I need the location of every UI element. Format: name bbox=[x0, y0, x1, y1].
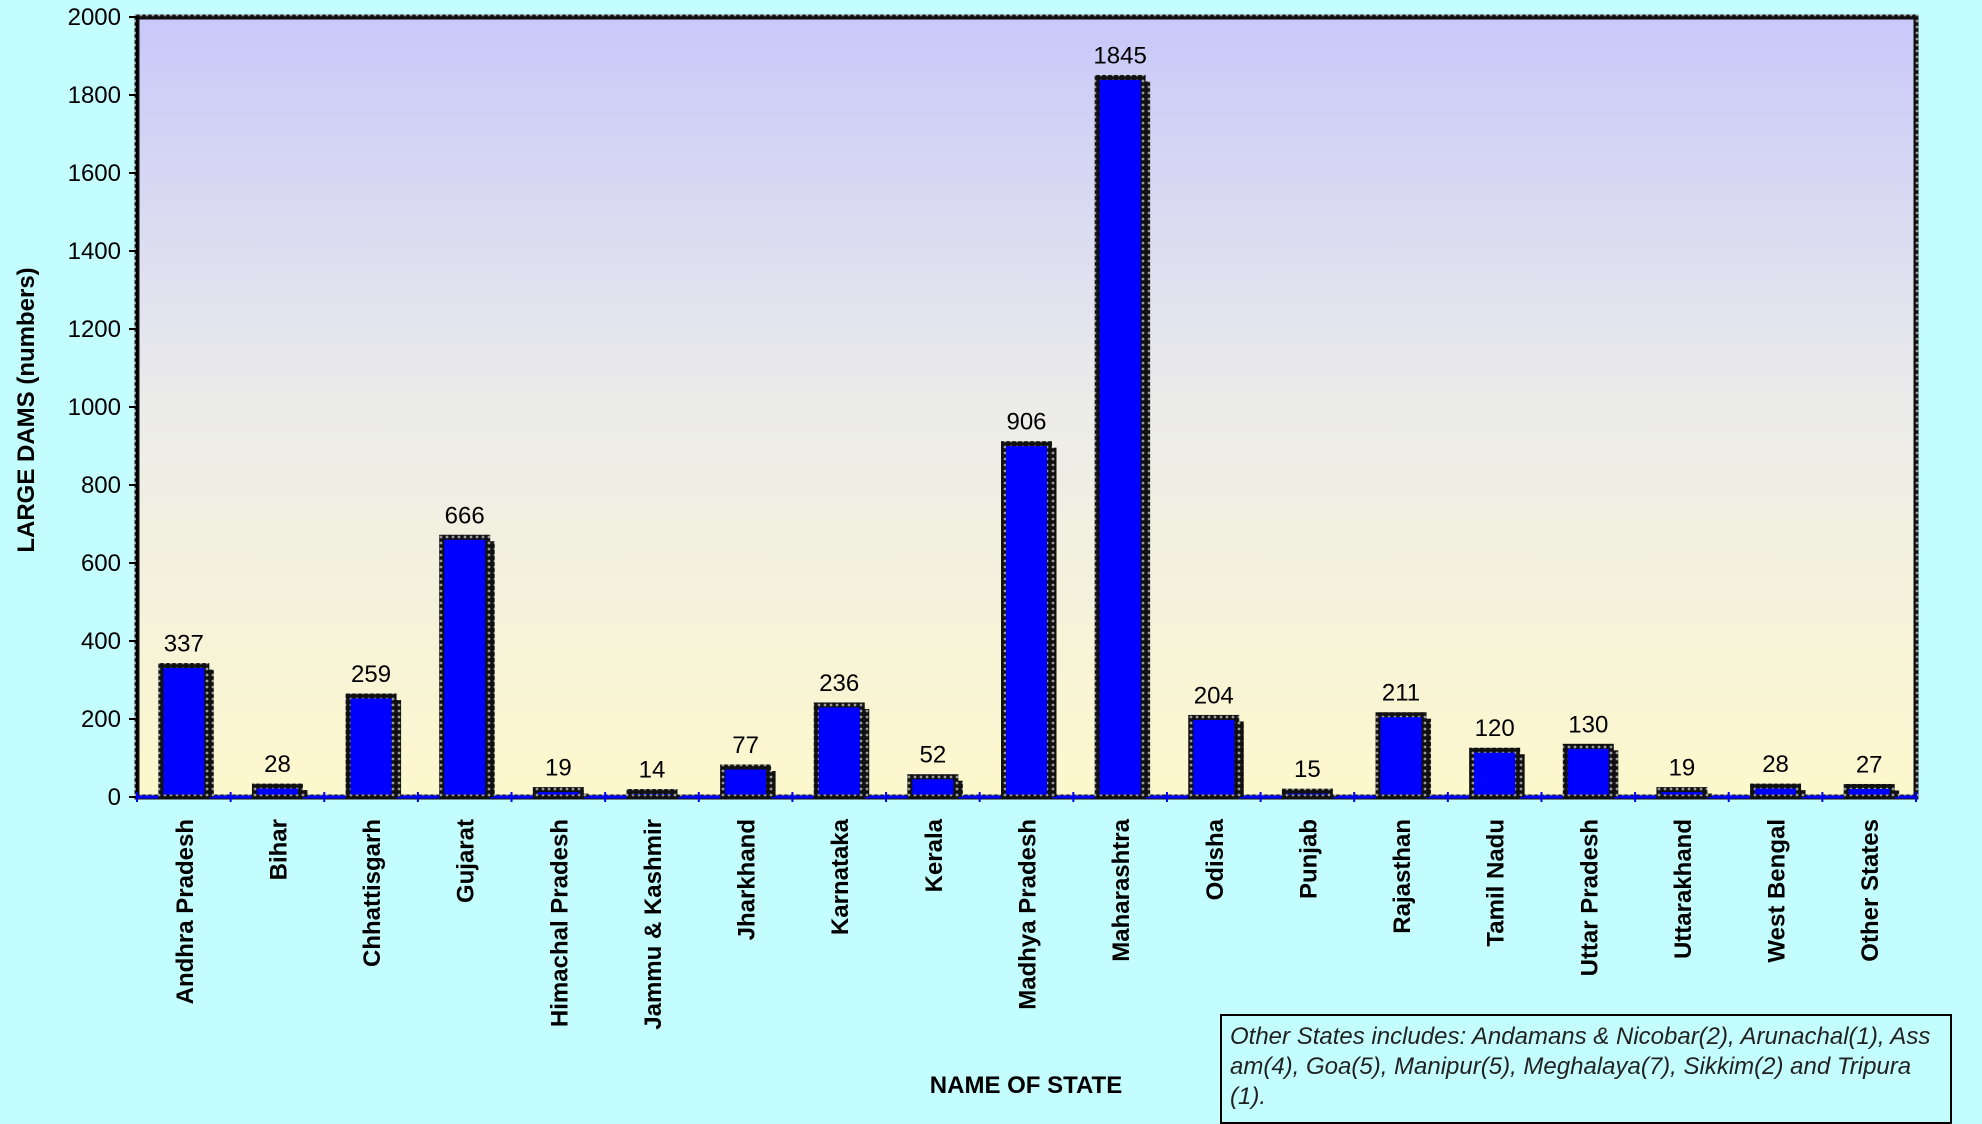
bar-value-label: 259 bbox=[351, 661, 391, 688]
category-label: Tamil Nadu bbox=[1483, 819, 1510, 947]
category-label: Himachal Pradesh bbox=[546, 819, 573, 1027]
bar-group: 1845 bbox=[1093, 42, 1151, 800]
category-label: Rajasthan bbox=[1389, 819, 1416, 934]
y-tick-label: 400 bbox=[81, 628, 121, 655]
category-label: Uttar Pradesh bbox=[1576, 819, 1603, 976]
bar-group: 130 bbox=[1562, 711, 1619, 800]
category-label: Chhattisgarh bbox=[359, 819, 386, 967]
bar bbox=[626, 789, 678, 800]
y-tick-label: 1800 bbox=[68, 82, 121, 109]
bar bbox=[1469, 747, 1521, 800]
bar-group: 77 bbox=[720, 732, 776, 800]
other-states-note: Other States includes: Andamans & Nicoba… bbox=[1220, 1014, 1952, 1124]
bar-value-label: 28 bbox=[1762, 751, 1789, 778]
bars: 337 28 259 666 19 14 77 236 52 906 1845 204 15 211 120… bbox=[158, 42, 1900, 800]
category-label: Madhya Pradesh bbox=[1015, 819, 1042, 1010]
category-label: Maharashtra bbox=[1108, 818, 1135, 961]
y-tick-label: 800 bbox=[81, 472, 121, 499]
bar-value-label: 52 bbox=[920, 742, 947, 769]
bar bbox=[1375, 712, 1427, 800]
bar-value-label: 130 bbox=[1568, 711, 1608, 738]
bar bbox=[1094, 74, 1146, 800]
bar-value-label: 19 bbox=[545, 755, 572, 782]
category-label: Jammu & Kashmir bbox=[640, 819, 667, 1030]
category-label: Kerala bbox=[921, 818, 948, 892]
y-tick-label: 1600 bbox=[68, 160, 121, 187]
y-axis: 0 200 400 600 800 1000 1200 1400 1600 1800 2000 bbox=[68, 4, 138, 811]
bar-value-label: 337 bbox=[164, 631, 204, 658]
bar-group: 28 bbox=[1750, 751, 1806, 800]
bar-group: 52 bbox=[907, 742, 963, 800]
bar-group: 337 bbox=[158, 631, 214, 800]
category-label: Odisha bbox=[1202, 818, 1229, 900]
category-label: Uttarakhand bbox=[1670, 819, 1697, 959]
category-label: Andhra Pradesh bbox=[172, 819, 199, 1004]
bar-group: 28 bbox=[251, 751, 308, 800]
category-label: West Bengal bbox=[1764, 819, 1791, 963]
bar bbox=[345, 693, 397, 800]
bar bbox=[1281, 788, 1333, 800]
bar-value-label: 15 bbox=[1294, 756, 1321, 783]
bar bbox=[1001, 441, 1052, 800]
bar bbox=[1562, 743, 1614, 800]
bar-value-label: 236 bbox=[819, 670, 859, 697]
bar bbox=[1188, 714, 1240, 800]
bar bbox=[1656, 787, 1708, 800]
bar-group: 211 bbox=[1375, 680, 1432, 800]
category-label: Punjab bbox=[1295, 819, 1322, 899]
y-tick-label: 200 bbox=[81, 706, 121, 733]
bar-group: 14 bbox=[626, 757, 682, 800]
bar bbox=[532, 787, 584, 800]
bar bbox=[907, 774, 959, 800]
bar bbox=[813, 702, 865, 800]
bar bbox=[251, 783, 303, 800]
y-tick-label: 1000 bbox=[68, 394, 121, 421]
bar bbox=[1750, 783, 1802, 800]
bar-value-label: 666 bbox=[445, 502, 485, 529]
x-axis-title: NAME OF STATE bbox=[930, 1072, 1122, 1099]
bar-group: 15 bbox=[1281, 756, 1338, 800]
bar bbox=[1843, 783, 1895, 800]
y-tick-label: 1200 bbox=[68, 316, 121, 343]
bar-group: 204 bbox=[1188, 682, 1244, 800]
bar bbox=[439, 534, 491, 800]
bar-group: 236 bbox=[813, 670, 870, 800]
y-axis-title: LARGE DAMS (numbers) bbox=[13, 267, 40, 552]
bar bbox=[720, 764, 772, 800]
bar-group: 19 bbox=[1656, 755, 1712, 800]
bar-value-label: 1845 bbox=[1093, 42, 1146, 69]
category-label: Other States bbox=[1857, 819, 1884, 962]
y-tick-label: 600 bbox=[81, 550, 121, 577]
y-tick-label: 1400 bbox=[68, 238, 121, 265]
y-tick-label: 2000 bbox=[68, 4, 121, 31]
bar-value-label: 14 bbox=[639, 757, 666, 784]
bar-group: 19 bbox=[532, 755, 589, 800]
y-tick-label: 0 bbox=[108, 784, 121, 811]
bar-value-label: 906 bbox=[1006, 409, 1046, 436]
bar-value-label: 204 bbox=[1194, 682, 1234, 709]
bar-group: 27 bbox=[1843, 751, 1900, 800]
category-label: Karnataka bbox=[827, 818, 854, 935]
bar-value-label: 27 bbox=[1856, 751, 1883, 778]
bar-group: 120 bbox=[1469, 715, 1525, 800]
category-label: Jharkhand bbox=[734, 819, 761, 940]
bar-value-label: 19 bbox=[1669, 755, 1696, 782]
bar-value-label: 28 bbox=[264, 751, 291, 778]
category-labels: Andhra Pradesh Bihar Chhattisgarh Gujarat Hi… bbox=[172, 818, 1884, 1029]
bar-value-label: 211 bbox=[1382, 680, 1420, 707]
category-label: Gujarat bbox=[453, 819, 480, 903]
bar-group: 259 bbox=[345, 661, 402, 800]
category-label: Bihar bbox=[265, 819, 292, 880]
bar-value-label: 77 bbox=[732, 732, 759, 759]
bar-group: 666 bbox=[439, 502, 495, 800]
bar-group: 906 bbox=[1001, 409, 1057, 800]
bar-value-label: 120 bbox=[1475, 715, 1515, 742]
bar bbox=[158, 663, 210, 800]
